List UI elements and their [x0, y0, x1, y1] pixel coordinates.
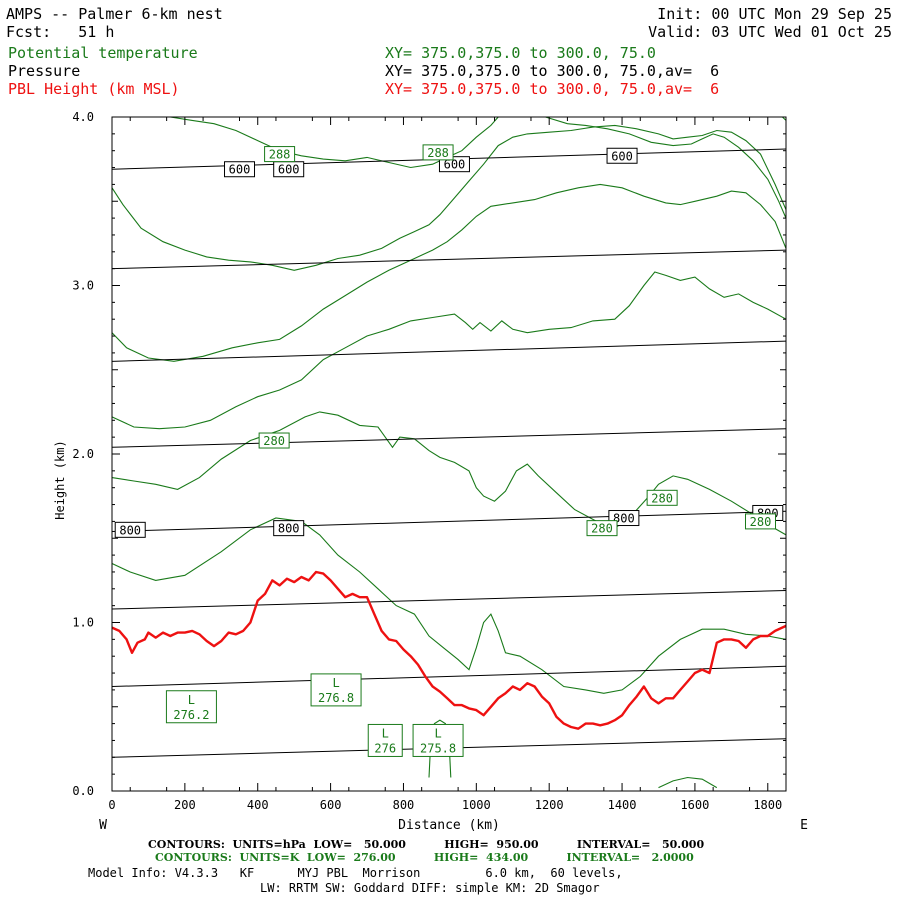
forecast-hour: Fcst: 51 h [6, 23, 115, 41]
theta-label: 280 [591, 522, 613, 536]
x-axis-label: Distance (km) [398, 818, 500, 833]
theta-contour-theta-f [170, 116, 499, 169]
pressure-label: 800 [119, 523, 141, 537]
low-marker-value: 276.8 [318, 691, 354, 705]
x-tick-label: 1200 [535, 798, 564, 812]
x-tick-label: 1600 [680, 798, 709, 812]
low-marker-letter: L [332, 676, 339, 690]
plot-frame [111, 116, 787, 792]
x-tick-label: 0 [108, 798, 115, 812]
init-time: Init: 00 UTC Mon 29 Sep 25 [657, 5, 892, 23]
x-tick-label: 1400 [608, 798, 637, 812]
y-tick-label: 3.0 [72, 279, 94, 293]
y-tick-label: 4.0 [72, 110, 94, 124]
field-xy-pbl: XY= 375.0,375.0 to 300.0, 75.0,av= 6 [385, 80, 720, 98]
low-marker-letter: L [382, 726, 389, 740]
y-tick-label: 2.0 [72, 447, 94, 461]
valid-time: Valid: 03 UTC Wed 01 Oct 25 [648, 23, 892, 41]
field-name-pbl: PBL Height (km MSL) [8, 80, 180, 98]
theta-label: 280 [651, 491, 673, 505]
x-tick-label: 800 [393, 798, 415, 812]
pressure-label-box [438, 156, 470, 173]
pressure-label: 600 [444, 158, 466, 172]
low-marker-letter: L [434, 726, 441, 740]
x-tick-label: 1000 [462, 798, 491, 812]
chart-title: AMPS -- Palmer 6-km nest [6, 5, 223, 23]
isobar-line [111, 589, 787, 610]
pressure-label-box [224, 161, 256, 178]
theta-contour-theta-i [658, 776, 718, 789]
field-name-pressure: Pressure [8, 62, 81, 80]
theta-contour-theta-g [545, 116, 787, 219]
theta-contour-theta-e [111, 124, 787, 271]
theta-contour-theta-d [111, 183, 787, 362]
east-label: E [800, 818, 808, 833]
theta-label-box [586, 520, 618, 537]
theta-label: 280 [750, 515, 772, 529]
low-marker-box [310, 673, 362, 707]
low-marker-value: 276.2 [173, 708, 209, 722]
theta-label-box [422, 144, 454, 161]
isobar-line [111, 510, 787, 533]
y-axis-label: Height (km) [53, 440, 67, 519]
theta-label-box [258, 432, 290, 449]
y-tick-label: 0.0 [72, 784, 94, 798]
theta-contour-theta-b [111, 411, 787, 536]
pressure-label-box [273, 520, 305, 537]
x-tick-label: 1800 [753, 798, 782, 812]
pressure-label: 600 [611, 149, 633, 163]
theta-label: 280 [263, 434, 285, 448]
x-tick-label: 200 [174, 798, 196, 812]
low-marker-letter: L [188, 693, 195, 707]
pressure-label: 800 [278, 522, 300, 536]
isobar-line [111, 665, 787, 688]
theta-label: 288 [269, 148, 291, 162]
x-tick-label: 600 [320, 798, 342, 812]
pressure-contour-info: CONTOURS: UNITS=hPa LOW= 50.000 HIGH= 95… [148, 838, 705, 851]
physics-info: LW: RRTM SW: Goddard DIFF: simple KM: 2D… [260, 881, 600, 895]
theta-label-box [646, 489, 678, 506]
isobar-line [111, 340, 787, 362]
low-marker-value: 275.8 [420, 741, 456, 755]
pressure-label-box [114, 521, 146, 538]
field-xy-pressure: XY= 375.0,375.0 to 300.0, 75.0,av= 6 [385, 62, 720, 80]
pressure-label-box [606, 147, 638, 164]
field-xy-theta: XY= 375.0,375.0 to 300.0, 75.0 [385, 44, 656, 62]
model-info: Model Info: V4.3.3 KF MYJ PBL Morrison 6… [88, 866, 623, 880]
pressure-label: 800 [613, 512, 635, 526]
y-tick-label: 1.0 [72, 616, 94, 630]
low-marker-box [367, 723, 403, 757]
theta-label-box [744, 513, 776, 530]
low-marker-box [412, 723, 464, 757]
theta-contour-theta-a [111, 517, 787, 694]
pressure-label: 600 [229, 163, 251, 177]
theta-label-box [264, 146, 296, 163]
pbl-height-line [111, 570, 787, 730]
isobar-line [111, 249, 787, 270]
pressure-label: 600 [278, 163, 300, 177]
low-marker-box [165, 690, 217, 724]
theta-contour-info: CONTOURS: UNITS=K LOW= 276.00 HIGH= 434.… [155, 851, 694, 864]
west-label: W [99, 818, 107, 833]
low-marker-value: 276 [374, 741, 396, 755]
theta-contour-theta-c [111, 271, 787, 430]
x-tick-label: 400 [247, 798, 269, 812]
theta-label: 288 [427, 146, 449, 160]
isobar-line [111, 428, 787, 448]
theta-contour-theta-j [782, 116, 787, 121]
field-name-theta: Potential temperature [8, 44, 198, 62]
